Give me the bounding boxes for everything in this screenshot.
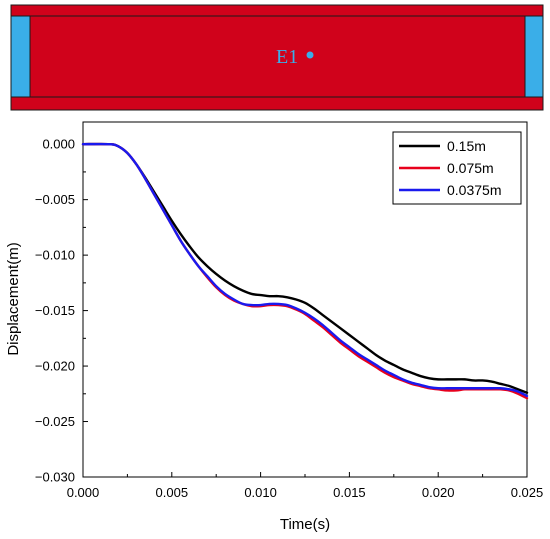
y-tick-label: −0.015: [35, 303, 75, 318]
y-tick-label: −0.020: [35, 359, 75, 374]
series-line-0-0375m: [81, 142, 529, 398]
legend: 0.15m 0.075m 0.0375m: [392, 131, 522, 205]
beam-schematic: E1: [10, 4, 544, 111]
legend-label-0-075m: 0.075m: [447, 160, 494, 176]
x-axis-title: Time(s): [280, 516, 330, 533]
series-lines: [81, 142, 529, 400]
x-tick-label: 0.015: [333, 485, 366, 500]
chart: 0.000 −0.005 −0.010 −0.015 −0.020 −0.025 −0.03…: [5, 121, 544, 533]
y-axis-ticks: 0.000 −0.005 −0.010 −0.015 −0.020 −0.025 −0.03…: [35, 137, 88, 485]
right-support: [524, 15, 544, 98]
x-axis-ticks: 0.000 0.005 0.010 0.015 0.020 0.025: [67, 472, 544, 500]
beam-body: [10, 4, 544, 111]
x-tick-label: 0.020: [422, 485, 455, 500]
legend-box: [392, 131, 522, 205]
legend-label-0-0375m: 0.0375m: [447, 182, 501, 198]
y-tick-label: −0.025: [35, 414, 75, 429]
left-support: [10, 15, 31, 98]
x-tick-label: 0.025: [511, 485, 544, 500]
y-axis-title: Displacement(m): [5, 242, 22, 355]
series-line-0-15m: [81, 142, 529, 394]
beam-point-label: E1: [276, 46, 298, 68]
y-tick-label: 0.000: [42, 137, 75, 152]
x-tick-label: 0.000: [67, 485, 100, 500]
legend-label-0-15m: 0.15m: [447, 138, 486, 154]
x-tick-label: 0.010: [244, 485, 277, 500]
beam-point-marker: [306, 51, 314, 59]
y-tick-label: −0.030: [35, 470, 75, 485]
y-tick-label: −0.005: [35, 192, 75, 207]
y-tick-label: −0.010: [35, 248, 75, 263]
x-tick-label: 0.005: [156, 485, 189, 500]
